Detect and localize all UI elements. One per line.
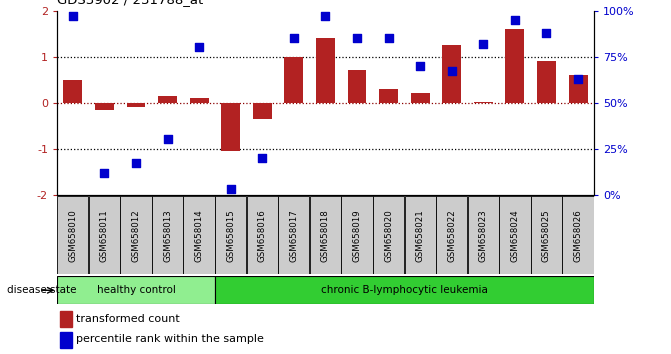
Text: GSM658013: GSM658013	[163, 209, 172, 262]
Text: GSM658022: GSM658022	[448, 209, 456, 262]
Bar	[120, 196, 152, 274]
Point	[572, 76, 583, 81]
Bar	[531, 196, 562, 274]
Bar	[348, 70, 366, 103]
Bar	[568, 75, 588, 103]
Point	[194, 45, 205, 50]
Bar	[278, 196, 309, 274]
Bar	[405, 196, 435, 274]
Point	[131, 161, 142, 166]
Bar	[468, 196, 499, 274]
Bar	[215, 276, 594, 304]
Text: GSM658012: GSM658012	[132, 209, 140, 262]
Bar	[436, 196, 468, 274]
Point	[383, 35, 394, 41]
Text: GSM658021: GSM658021	[415, 209, 425, 262]
Text: GSM658025: GSM658025	[542, 209, 551, 262]
Text: GSM658019: GSM658019	[352, 209, 362, 262]
Point	[257, 155, 268, 161]
Bar	[247, 196, 278, 274]
Bar	[221, 103, 240, 151]
Bar	[562, 196, 594, 274]
Bar	[342, 196, 372, 274]
Bar	[379, 89, 398, 103]
Text: disease state: disease state	[7, 285, 76, 295]
Text: transformed count: transformed count	[76, 314, 180, 324]
Bar	[95, 103, 114, 110]
Point	[68, 13, 79, 19]
Bar	[158, 96, 177, 103]
Text: GSM658020: GSM658020	[384, 209, 393, 262]
Point	[509, 17, 520, 23]
Bar	[442, 45, 461, 103]
Bar	[57, 196, 89, 274]
Text: GSM658023: GSM658023	[479, 209, 488, 262]
Bar	[537, 61, 556, 103]
Bar	[183, 196, 215, 274]
Point	[352, 35, 362, 41]
Bar	[373, 196, 404, 274]
Point	[162, 137, 173, 142]
Text: chronic B-lymphocytic leukemia: chronic B-lymphocytic leukemia	[321, 285, 488, 295]
Bar	[190, 98, 209, 103]
Bar	[499, 196, 531, 274]
Bar	[285, 57, 303, 103]
Bar	[60, 311, 72, 327]
Point	[446, 69, 457, 74]
Bar	[215, 196, 246, 274]
Point	[541, 30, 552, 35]
Text: GSM658014: GSM658014	[195, 209, 203, 262]
Text: GSM658026: GSM658026	[574, 209, 582, 262]
Bar	[411, 93, 429, 103]
Bar	[505, 29, 524, 103]
Point	[289, 35, 299, 41]
Text: GSM658015: GSM658015	[226, 209, 236, 262]
Bar	[253, 103, 272, 119]
Bar	[57, 276, 215, 304]
Text: GSM658016: GSM658016	[258, 209, 267, 262]
Bar	[474, 102, 493, 103]
Text: percentile rank within the sample: percentile rank within the sample	[76, 334, 264, 344]
Text: GSM658017: GSM658017	[289, 209, 299, 262]
Bar	[60, 332, 72, 348]
Point	[415, 63, 425, 69]
Bar	[127, 103, 146, 107]
Text: GSM658010: GSM658010	[68, 209, 77, 262]
Bar	[310, 196, 341, 274]
Text: GSM658018: GSM658018	[321, 209, 330, 262]
Text: healthy control: healthy control	[97, 285, 175, 295]
Bar	[63, 80, 83, 103]
Bar	[316, 38, 335, 103]
Point	[320, 13, 331, 19]
Text: GSM658024: GSM658024	[511, 209, 519, 262]
Point	[478, 41, 488, 47]
Bar	[152, 196, 183, 274]
Text: GDS3902 / 231788_at: GDS3902 / 231788_at	[57, 0, 203, 6]
Point	[225, 186, 236, 192]
Point	[99, 170, 110, 176]
Bar	[89, 196, 120, 274]
Text: GSM658011: GSM658011	[100, 209, 109, 262]
